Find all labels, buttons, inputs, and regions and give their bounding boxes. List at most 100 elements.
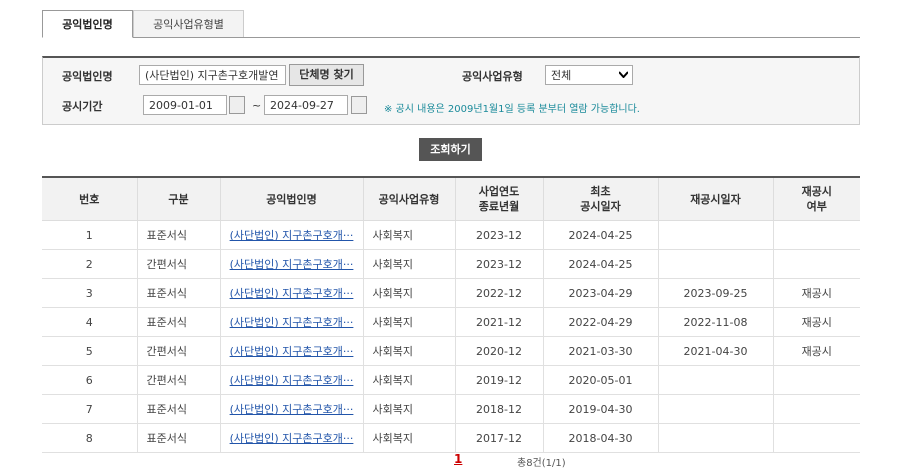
table-cell: (사단법인) 지구촌구호개··· [219,307,364,337]
org-link[interactable]: (사단법인) 지구촌구호개··· [229,432,354,445]
org-link[interactable]: (사단법인) 지구촌구호개··· [229,345,354,358]
table-cell: 사회복지 [362,249,456,279]
header-text: 공익사업유형 [378,192,440,206]
name-input[interactable]: (사단법인) 지구촌구호개발연 [139,65,286,85]
org-link[interactable]: (사단법인) 지구촌구호개··· [229,316,354,329]
calendar-button[interactable] [351,96,367,114]
table-cell: 2021-12 [454,307,544,337]
table-cell: (사단법인) 지구촌구호개··· [219,423,364,453]
table-cell: 2023-04-29 [542,278,659,308]
table-row: 5 간편서식 (사단법인) 지구촌구호개··· 사회복지 2020-12 2021-03-… [42,336,860,366]
header-text: 재공시 [801,185,832,198]
table-cell: 6 [42,365,138,395]
header-cell: 공익사업유형 [362,177,456,221]
table-cell: 4 [42,307,138,337]
table-row: 2 간편서식 (사단법인) 지구촌구호개··· 사회복지 2023-12 2024-04-… [42,249,860,279]
org-link[interactable]: (사단법인) 지구촌구호개··· [229,258,354,271]
table-cell: 사회복지 [362,365,456,395]
table-cell: 간편서식 [136,365,221,395]
table-cell: 사회복지 [362,307,456,337]
table-cell: (사단법인) 지구촌구호개··· [219,394,364,424]
table-cell: 2018-04-30 [542,423,659,453]
table-cell [657,249,774,279]
table-cell: 2023-12 [454,249,544,279]
table-cell [657,220,774,250]
table-row: 1 표준서식 (사단법인) 지구촌구호개··· 사회복지 2023-12 2024-04-… [42,220,860,250]
table-cell: 8 [42,423,138,453]
table-cell: 사회복지 [362,278,456,308]
header-text: 최초 [590,185,611,198]
header-text: 종료년월 [478,200,520,213]
table-cell: (사단법인) 지구촌구호개··· [219,249,364,279]
table-cell: 2022-11-08 [657,307,774,337]
header-cell: 번호 [42,177,138,221]
table-cell: 재공시 [772,278,860,308]
org-link[interactable]: (사단법인) 지구촌구호개··· [229,374,354,387]
header-text: 번호 [79,192,100,206]
calendar-button[interactable] [229,96,245,114]
table-cell: 재공시 [772,336,860,366]
table-cell: 사회복지 [362,394,456,424]
table-cell: 7 [42,394,138,424]
page-link[interactable]: 1 [454,452,463,466]
table-cell: 2022-04-29 [542,307,659,337]
select-arrow [619,71,628,78]
find-button[interactable]: 단체명 찾기 [289,64,364,86]
header-cell: 재공시일자 [657,177,774,221]
table-cell: 간편서식 [136,336,221,366]
table-cell: 2021-04-30 [657,336,774,366]
table-cell [772,394,860,424]
table-cell: 1 [42,220,138,250]
table-cell: 3 [42,278,138,308]
table-cell: (사단법인) 지구촌구호개··· [219,220,364,250]
table-cell: (사단법인) 지구촌구호개··· [219,278,364,308]
header-cell: 구분 [136,177,221,221]
result-table: 번호 구분 공익법인명 공익사업유형 사업연도 종료년월 최초 공시일자 재공시일자 재공시 여부 … [42,176,860,453]
table-cell: 2019-04-30 [542,394,659,424]
table-cell [772,249,860,279]
table-cell: 표준서식 [136,278,221,308]
table-body: 1 표준서식 (사단법인) 지구촌구호개··· 사회복지 2023-12 2024-04-… [42,220,860,453]
table-cell: 재공시 [772,307,860,337]
org-link[interactable]: (사단법인) 지구촌구호개··· [229,229,354,242]
tab[interactable]: 공익법인명 [42,10,133,38]
end-date-input[interactable]: 2024-09-27 [264,95,348,115]
table-cell: 2 [42,249,138,279]
table-cell: 2024-04-25 [542,220,659,250]
label: 공시기간 [62,100,103,113]
label: 공익사업유형 [462,70,523,83]
page-summary: 총8건(1/1) [517,458,566,469]
table-cell: 2022-12 [454,278,544,308]
table-cell [657,394,774,424]
table-cell: (사단법인) 지구촌구호개··· [219,336,364,366]
header-text: 공시일자 [580,200,621,213]
table-cell: 2020-05-01 [542,365,659,395]
table-cell [772,220,860,250]
table-cell [772,365,860,395]
type-select[interactable]: 전체 [545,65,633,85]
table-cell: 2020-12 [454,336,544,366]
table-cell: 5 [42,336,138,366]
table-cell: 사회복지 [362,336,456,366]
table-row: 8 표준서식 (사단법인) 지구촌구호개··· 사회복지 2017-12 2018-04-… [42,423,860,453]
table-cell [772,423,860,453]
header-cell: 공익법인명 [219,177,364,221]
tab-line [42,37,860,38]
table-cell: 표준서식 [136,423,221,453]
header-text: 공익법인명 [266,192,317,206]
submit-button[interactable]: 조회하기 [419,138,482,161]
org-link[interactable]: (사단법인) 지구촌구호개··· [229,287,354,300]
table-cell: 2018-12 [454,394,544,424]
tab[interactable]: 공익사업유형별 [133,10,244,38]
header-text: 여부 [806,200,827,213]
table-cell: 표준서식 [136,220,221,250]
org-link[interactable]: (사단법인) 지구촌구호개··· [229,403,354,416]
header-text: 사업연도 [478,185,520,198]
table-cell: 2021-03-30 [542,336,659,366]
table-row: 3 표준서식 (사단법인) 지구촌구호개··· 사회복지 2022-12 2023-04-… [42,278,860,308]
start-date-input[interactable]: 2009-01-01 [143,95,227,115]
